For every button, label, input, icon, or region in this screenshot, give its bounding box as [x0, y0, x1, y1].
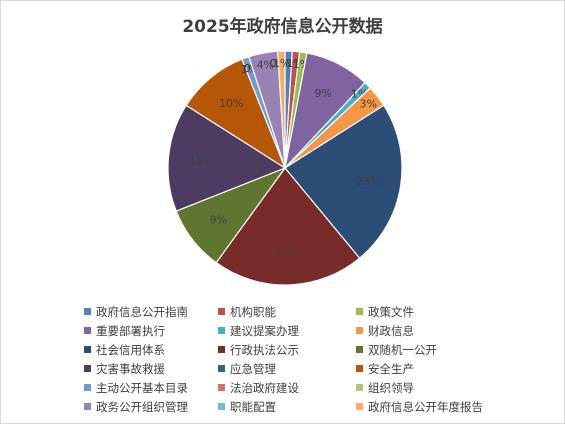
legend-item: 职能配置: [218, 398, 356, 415]
legend-swatch: [218, 365, 225, 372]
legend-label: 组织领导: [368, 380, 414, 395]
legend-item: 行政执法公示: [218, 341, 356, 358]
legend-label: 安全生产: [368, 361, 414, 376]
legend-label: 重要部署执行: [96, 323, 165, 338]
legend-swatch: [218, 403, 225, 410]
data-label: 4%: [257, 59, 274, 72]
legend-label: 政府信息公开指南: [96, 304, 188, 319]
legend-item: 灾害事故救援: [84, 360, 218, 377]
legend-label: 机构职能: [230, 304, 276, 319]
legend-swatch: [218, 308, 225, 315]
legend-item: 双随机一公开: [356, 341, 524, 358]
legend-label: 法治政府建设: [230, 380, 299, 395]
legend-item: 组织领导: [356, 379, 524, 396]
legend-swatch: [218, 384, 225, 391]
pie-slice: [284, 104, 403, 259]
data-label: 10%: [219, 97, 243, 110]
data-label: 23%: [356, 175, 380, 188]
legend-label: 社会信用体系: [96, 342, 165, 357]
legend-swatch: [356, 384, 363, 391]
chart-legend: 政府信息公开指南 机构职能 政策文件重要部署执行 建议提案办理 财政信息社会信用体系 行政…: [84, 303, 524, 415]
legend-label: 职能配置: [230, 399, 276, 414]
legend-label: 灾害事故救援: [96, 361, 165, 376]
legend-swatch: [356, 327, 363, 334]
legend-swatch: [218, 346, 225, 353]
legend-item: 机构职能: [218, 303, 356, 320]
chart-title: 2025年政府信息公开数据: [182, 17, 383, 37]
pie-slice: [167, 104, 287, 212]
data-label: 21%: [275, 246, 299, 259]
legend-label: 主动公开基本目录: [96, 380, 188, 395]
data-label: 1%: [273, 57, 290, 70]
legend-swatch: [84, 403, 91, 410]
pie-slice: [215, 167, 361, 286]
pie-slice: [277, 50, 286, 169]
legend-swatch: [356, 308, 363, 315]
legend-item: 安全生产: [356, 360, 524, 377]
legend-swatch: [356, 346, 363, 353]
legend-item: 建议提案办理: [218, 322, 356, 339]
legend-item: 政策文件: [356, 303, 524, 320]
legend-swatch: [356, 365, 363, 372]
data-label: 15%: [189, 154, 213, 167]
legend-label: 双随机一公开: [368, 342, 437, 357]
data-label: 9%: [314, 87, 331, 100]
legend-item: 应急管理: [218, 360, 356, 377]
legend-swatch: [84, 327, 91, 334]
legend-item: 政府信息公开年度报告: [356, 398, 524, 415]
legend-swatch: [84, 308, 91, 315]
data-label: 9%: [210, 214, 227, 227]
legend-label: 政府信息公开年度报告: [368, 399, 483, 414]
legend-item: 主动公开基本目录: [84, 379, 218, 396]
legend-label: 应急管理: [230, 361, 276, 376]
legend-label: 财政信息: [368, 323, 414, 338]
legend-swatch: [84, 346, 91, 353]
legend-swatch: [356, 403, 363, 410]
legend-label: 政务公开组织管理: [96, 399, 188, 414]
legend-swatch: [84, 384, 91, 391]
legend-label: 政策文件: [368, 304, 414, 319]
pie-slice: [185, 58, 287, 170]
legend-item: 财政信息: [356, 322, 524, 339]
legend-swatch: [84, 365, 91, 372]
legend-item: 政务公开组织管理: [84, 398, 218, 415]
legend-label: 建议提案办理: [230, 323, 299, 338]
legend-item: 重要部署执行: [84, 322, 218, 339]
legend-item: 法治政府建设: [218, 379, 356, 396]
data-label: 3%: [359, 98, 376, 111]
legend-item: 政府信息公开指南: [84, 303, 218, 320]
legend-item: 社会信用体系: [84, 341, 218, 358]
legend-label: 行政执法公示: [230, 342, 299, 357]
legend-swatch: [218, 327, 225, 334]
